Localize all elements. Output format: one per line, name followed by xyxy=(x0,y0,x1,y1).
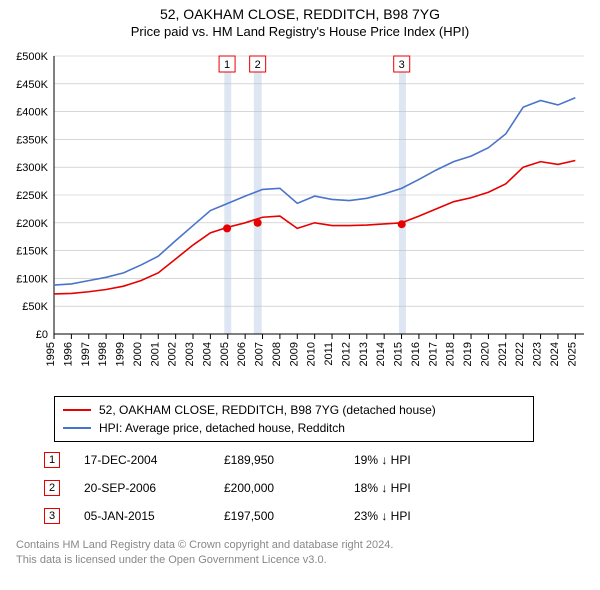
x-tick-label: 2002 xyxy=(167,342,179,366)
sale-price: £197,500 xyxy=(224,509,354,523)
x-tick-label: 1999 xyxy=(115,342,127,366)
y-tick-label: £450K xyxy=(16,79,48,91)
x-tick-label: 2015 xyxy=(393,342,405,366)
x-tick-label: 2009 xyxy=(288,342,300,366)
x-tick-label: 2011 xyxy=(323,342,335,366)
x-tick-label: 1997 xyxy=(80,342,92,366)
sale-price: £200,000 xyxy=(224,481,354,495)
x-tick-label: 2010 xyxy=(306,342,318,366)
x-tick-label: 2007 xyxy=(254,342,266,366)
sale-row: 2 20-SEP-2006£200,00018% ↓ HPI xyxy=(44,474,474,502)
sale-price: £189,950 xyxy=(224,453,354,467)
legend-row: 52, OAKHAM CLOSE, REDDITCH, B98 7YG (det… xyxy=(63,401,525,419)
y-tick-label: £0 xyxy=(36,329,48,341)
x-tick-label: 1998 xyxy=(97,342,109,366)
sale-marker-number: 3 xyxy=(399,59,405,71)
sale-row: 1 17-DEC-2004£189,95019% ↓ HPI xyxy=(44,446,474,474)
sale-delta: 23% ↓ HPI xyxy=(354,509,474,523)
sale-date: 20-SEP-2006 xyxy=(84,481,224,495)
y-tick-label: £400K xyxy=(16,107,48,119)
series-hpi xyxy=(54,98,575,285)
y-tick-label: £50K xyxy=(22,301,48,313)
sale-row-marker: 2 xyxy=(44,480,60,496)
x-tick-label: 2020 xyxy=(479,342,491,366)
legend: 52, OAKHAM CLOSE, REDDITCH, B98 7YG (det… xyxy=(54,396,534,442)
x-tick-label: 2008 xyxy=(271,342,283,366)
x-tick-label: 2001 xyxy=(149,342,161,366)
x-tick-label: 2003 xyxy=(184,342,196,366)
y-tick-label: £250K xyxy=(16,190,48,202)
footer-line2: This data is licensed under the Open Gov… xyxy=(16,553,393,568)
sale-row: 3 05-JAN-2015£197,50023% ↓ HPI xyxy=(44,502,474,530)
x-tick-label: 2012 xyxy=(340,342,352,366)
sale-row-marker: 3 xyxy=(44,508,60,524)
sale-delta: 18% ↓ HPI xyxy=(354,481,474,495)
sale-date: 17-DEC-2004 xyxy=(84,453,224,467)
sales-table: 1 17-DEC-2004£189,95019% ↓ HPI 2 20-SEP-200… xyxy=(44,446,474,530)
legend-swatch xyxy=(63,409,91,411)
x-tick-label: 2019 xyxy=(462,342,474,366)
sale-marker-dot xyxy=(398,220,406,228)
legend-swatch xyxy=(63,427,91,429)
x-tick-label: 2005 xyxy=(219,342,231,366)
x-tick-label: 2016 xyxy=(410,342,422,366)
sale-row-marker: 1 xyxy=(44,452,60,468)
sale-marker-dot xyxy=(223,224,231,232)
sale-delta: 19% ↓ HPI xyxy=(354,453,474,467)
x-tick-label: 2025 xyxy=(566,342,578,366)
x-tick-label: 2021 xyxy=(497,342,509,366)
y-tick-label: £150K xyxy=(16,246,48,258)
y-tick-label: £100K xyxy=(16,273,48,285)
x-tick-label: 2018 xyxy=(445,342,457,366)
x-tick-label: 2006 xyxy=(236,342,248,366)
footer-attribution: Contains HM Land Registry data © Crown c… xyxy=(16,538,393,568)
series-paid xyxy=(54,161,575,294)
sale-marker-number: 1 xyxy=(224,59,230,71)
x-tick-label: 2022 xyxy=(514,342,526,366)
y-tick-label: £350K xyxy=(16,134,48,146)
chart-area: £0 £50K £100K £150K £200K £250K £300K £350K £400… xyxy=(8,48,592,388)
sale-marker-dot xyxy=(254,219,262,227)
y-tick-label: £500K xyxy=(16,51,48,63)
x-tick-label: 2013 xyxy=(358,342,370,366)
x-tick-label: 1996 xyxy=(62,342,74,366)
x-tick-label: 2004 xyxy=(201,342,213,366)
footer-line1: Contains HM Land Registry data © Crown c… xyxy=(16,538,393,553)
x-tick-label: 1995 xyxy=(45,342,57,366)
x-tick-label: 2023 xyxy=(532,342,544,366)
chart-subtitle: Price paid vs. HM Land Registry's House … xyxy=(0,24,600,39)
legend-label: HPI: Average price, detached house, Redd… xyxy=(99,421,345,435)
x-tick-label: 2024 xyxy=(549,342,561,366)
chart-title: 52, OAKHAM CLOSE, REDDITCH, B98 7YG xyxy=(0,6,600,22)
y-tick-label: £200K xyxy=(16,218,48,230)
sale-date: 05-JAN-2015 xyxy=(84,509,224,523)
sale-marker-number: 2 xyxy=(255,59,261,71)
x-tick-label: 2000 xyxy=(132,342,144,366)
legend-row: HPI: Average price, detached house, Redd… xyxy=(63,419,525,437)
x-tick-label: 2017 xyxy=(427,342,439,366)
legend-label: 52, OAKHAM CLOSE, REDDITCH, B98 7YG (det… xyxy=(99,403,436,417)
y-tick-label: £300K xyxy=(16,162,48,174)
x-tick-label: 2014 xyxy=(375,342,387,366)
